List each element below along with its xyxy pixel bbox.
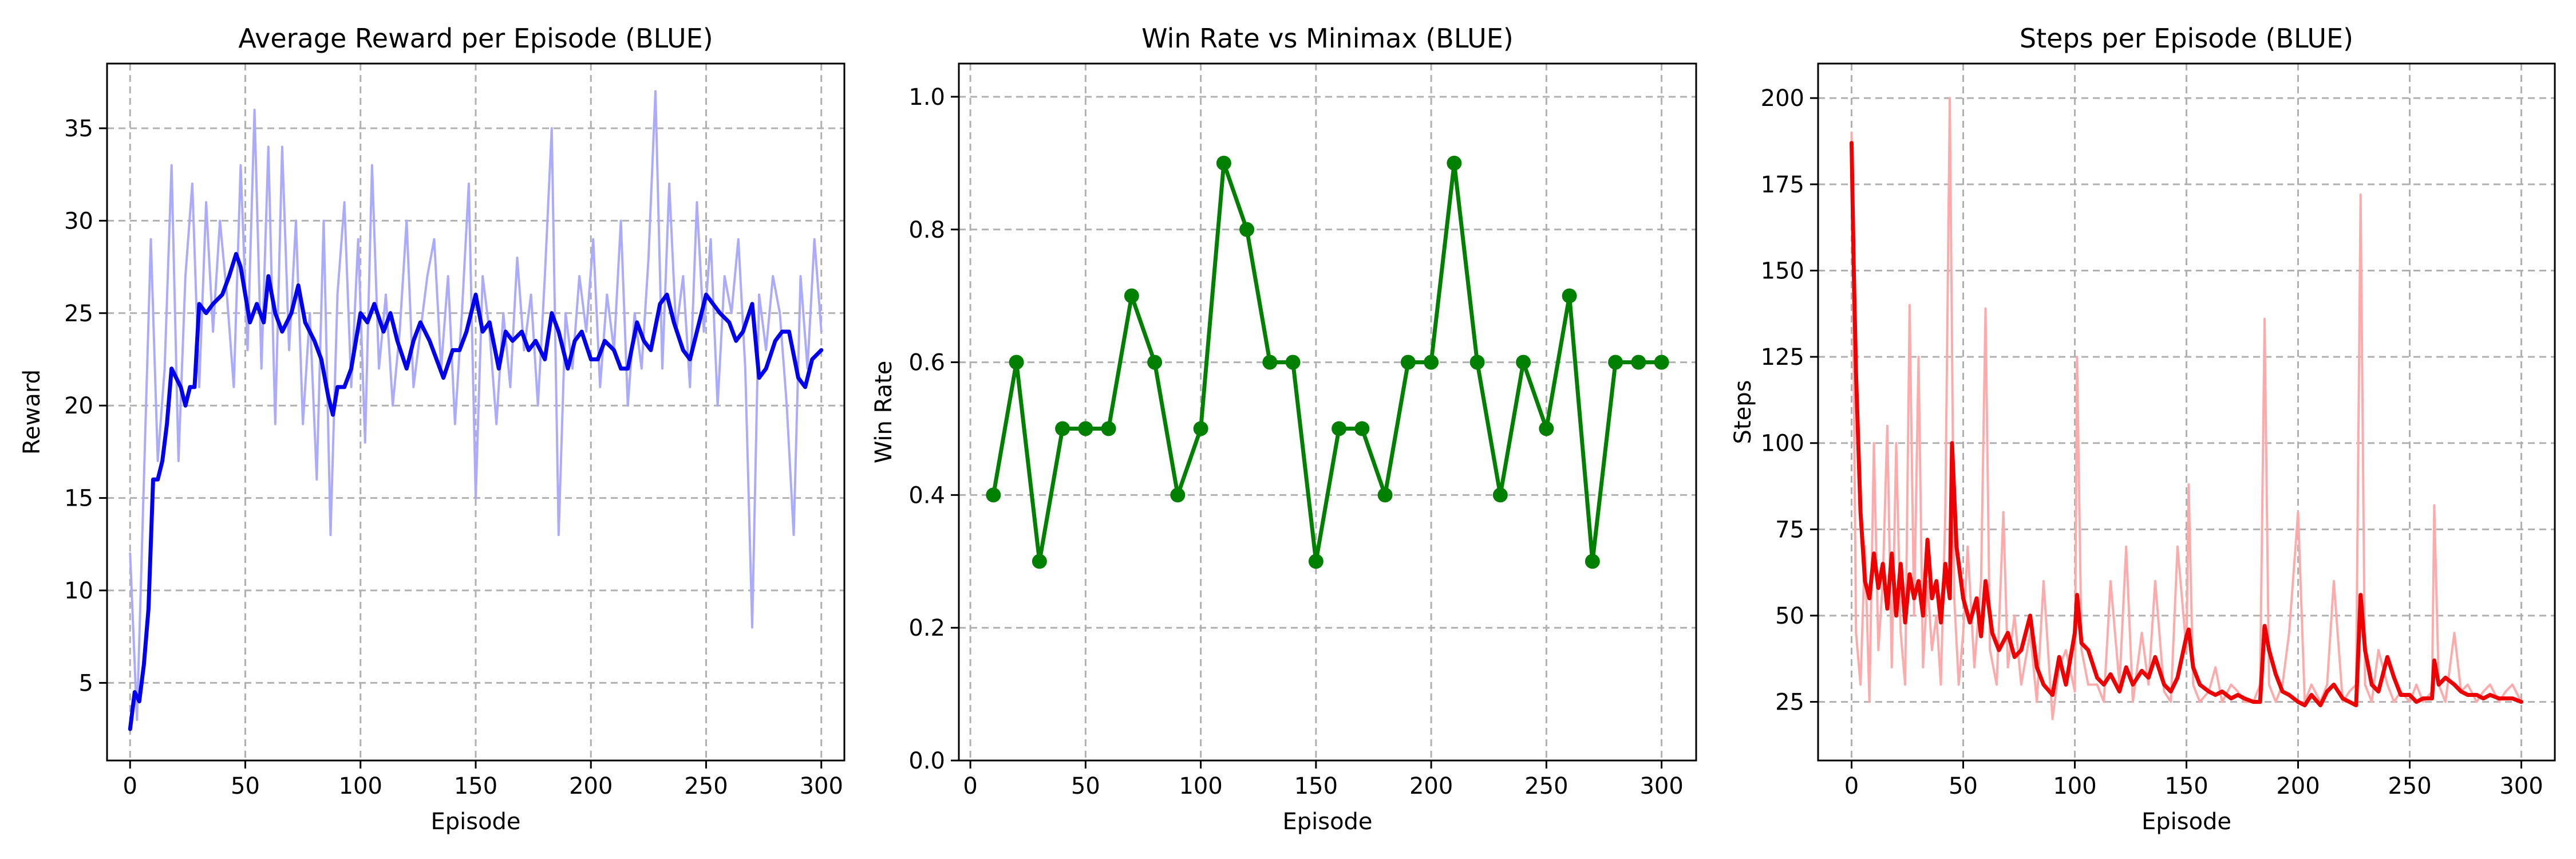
y-tick-label: 20 [64,393,93,419]
x-tick-label: 200 [2276,773,2320,799]
y-tick-label: 15 [64,486,93,512]
x-axis-label: Episode [430,809,520,835]
y-tick-label: 35 [64,116,93,142]
series-line-moving-average [128,252,824,731]
data-point [1608,354,1623,370]
chart-panel-2: 0 50 100 150 200 250 300 0.0 0.2 0.4 0.6 0.8 1.0 Win … [871,23,1697,835]
plot-area [1850,97,2523,720]
chart-panel-1: 0 50 100 150 200 250 300 5 10 15 20 25 30 35 Average R… [19,23,846,835]
x-tick-label: 250 [2388,773,2431,799]
chart-title: Win Rate vs Minimax (BLUE) [1141,23,1514,54]
data-point [1562,288,1577,304]
y-axis-label: Reward [19,369,45,455]
x-axis-label: Episode [1282,809,1372,835]
x-tick-label: 300 [2499,773,2543,799]
data-point [1055,421,1070,436]
data-point [1308,554,1323,569]
x-tick-label: 300 [800,773,843,799]
x-tick-label: 150 [2164,773,2208,799]
data-point [1424,354,1439,370]
data-point [1516,354,1531,370]
x-tick-label: 0 [963,773,977,799]
data-point [1101,421,1116,436]
series-line-raw [1850,97,2523,720]
data-point [1078,421,1093,436]
y-tick-label: 50 [1775,603,1804,629]
data-point [1285,354,1301,370]
chart-panel-3: 0 50 100 150 200 250 300 25 50 75 100 125 150 175 200 S… [1730,23,2556,835]
y-tick-label: 10 [64,578,93,604]
data-point [1193,421,1208,436]
data-point [1400,354,1416,370]
x-tick-label: 100 [2053,773,2096,799]
y-tick-label: 1.0 [908,84,945,111]
data-point [1216,155,1231,171]
x-tick-label: 200 [1409,773,1453,799]
data-point [1239,222,1255,237]
x-tick-label: 150 [454,773,497,799]
y-tick-label: 200 [1761,85,1804,112]
plot-area [128,90,824,731]
x-tick-label: 150 [1294,773,1338,799]
x-tick-label: 300 [1639,773,1683,799]
y-tick-label: 25 [64,301,93,327]
y-tick-label: 0.0 [908,748,945,774]
data-point [1147,354,1163,370]
y-tick-label: 100 [1761,431,1804,457]
x-axis-label: Episode [2142,809,2231,835]
data-point [1124,288,1139,304]
data-point [1332,421,1347,436]
data-point [1539,421,1554,436]
y-tick-label: 0.8 [908,217,945,243]
data-point [1447,155,1462,171]
series-line-moving-average [1850,141,2523,708]
plot-frame [958,62,1697,762]
y-tick-label: 125 [1761,344,1804,371]
y-tick-label: 25 [1775,689,1804,716]
data-point [986,487,1001,503]
data-point [1631,354,1646,370]
data-point [1170,487,1186,503]
data-point [1654,354,1669,370]
x-tick-label: 100 [339,773,382,799]
y-axis-label: Steps [1730,380,1756,444]
y-tick-label: 150 [1761,258,1804,284]
plot-area [986,155,1669,569]
y-tick-label: 75 [1775,517,1804,543]
x-tick-label: 50 [1071,773,1100,799]
x-tick-label: 0 [123,773,137,799]
x-tick-label: 50 [1949,773,1978,799]
data-point [1354,421,1370,436]
y-tick-label: 0.4 [908,482,945,509]
x-tick-label: 250 [1524,773,1568,799]
data-point [1377,487,1393,503]
data-point [1585,554,1600,569]
chart-title: Average Reward per Episode (BLUE) [238,23,713,54]
x-tick-label: 0 [1844,773,1859,799]
data-point [1262,354,1278,370]
data-point [1009,354,1024,370]
x-tick-label: 50 [231,773,260,799]
x-tick-label: 100 [1179,773,1222,799]
data-point [1469,354,1485,370]
y-tick-label: 30 [64,208,93,234]
x-tick-label: 200 [569,773,613,799]
y-tick-label: 175 [1761,172,1804,198]
y-tick-label: 5 [79,670,93,696]
data-point [1492,487,1508,503]
chart-title: Steps per Episode (BLUE) [2020,23,2353,54]
y-tick-label: 0.2 [908,615,945,641]
y-axis-label: Win Rate [871,361,897,464]
data-point [1032,554,1047,569]
y-tick-label: 0.6 [908,350,945,376]
x-tick-label: 250 [684,773,728,799]
